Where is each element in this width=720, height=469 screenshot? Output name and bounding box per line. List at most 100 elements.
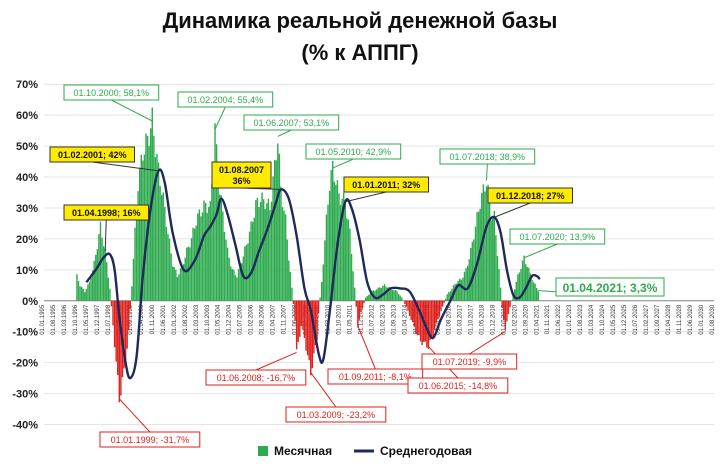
annotation-box [177, 91, 274, 108]
annotation-label: 01.01.1999; -31,7% [111, 435, 190, 445]
monthly-bar [303, 300, 306, 338]
monthly-bar [534, 283, 536, 301]
monthly-bar [514, 289, 516, 301]
annotation-label: 01.01.2011; 32% [352, 180, 420, 190]
monthly-bar [335, 184, 337, 301]
x-tick-label: 01.03.1996 [62, 304, 68, 335]
monthly-bar [250, 221, 252, 301]
y-tick-label: -10% [12, 327, 38, 339]
monthly-bar [203, 200, 205, 301]
monthly-bar [435, 300, 437, 323]
monthly-bar [90, 277, 92, 301]
annotation-leader [255, 351, 297, 371]
monthly-bar [170, 253, 172, 301]
y-tick-label: 0% [22, 296, 38, 308]
monthly-bar [525, 264, 527, 301]
x-tick-label: 01.08.2016 [446, 304, 452, 335]
x-tick-label: 01.03.2003 [194, 304, 200, 335]
monthly-bar [495, 235, 497, 301]
monthly-bar [344, 203, 346, 301]
monthly-bar [262, 199, 265, 301]
monthly-bar [437, 300, 439, 320]
monthly-bar [520, 269, 522, 301]
monthly-bar [424, 300, 426, 342]
monthly-bar [404, 300, 406, 305]
monthly-bar [484, 191, 486, 301]
annotation-box [407, 377, 509, 394]
y-tick-label: 60% [16, 110, 38, 122]
monthly-bar [187, 246, 190, 301]
x-tick-label: 01.09.1999 [128, 304, 134, 335]
annotation-box [509, 228, 606, 245]
monthly-bar [347, 219, 350, 301]
y-tick-label: 50% [16, 141, 38, 153]
annotation-box [205, 369, 307, 386]
monthly-bar [95, 254, 97, 301]
monthly-bar [267, 198, 270, 301]
y-tick-label: 20% [16, 234, 38, 246]
monthly-bar [499, 287, 502, 301]
monthly-bar [295, 300, 298, 350]
monthly-bar [487, 184, 489, 301]
monthly-bar [186, 247, 188, 301]
monthly-bar [476, 212, 478, 301]
annotation-box [555, 277, 665, 297]
monthly-bar [393, 290, 395, 301]
monthly-bar [465, 268, 467, 301]
monthly-bar [261, 192, 263, 301]
monthly-bar [225, 239, 227, 301]
y-tick-label: 30% [16, 203, 38, 215]
monthly-bar [273, 160, 276, 301]
annotation-leader [92, 161, 159, 172]
annotation-box [343, 176, 429, 193]
monthly-bar [104, 248, 106, 301]
monthly-bar [84, 291, 86, 301]
monthly-bar [77, 281, 80, 301]
monthly-bar [215, 144, 218, 301]
annotation-leader [494, 202, 531, 218]
monthly-bar [523, 255, 525, 301]
monthly-bar [237, 269, 240, 301]
monthly-bar [352, 271, 354, 301]
monthly-bar [286, 239, 288, 301]
x-tick-label: 01.07.1998 [106, 304, 112, 335]
annotation-label: 01.06.2015; -14,8% [419, 381, 498, 391]
monthly-bar [156, 153, 158, 301]
x-tick-label: 01.01.2030 [699, 304, 705, 335]
monthly-bar [234, 275, 237, 301]
monthly-bar [139, 167, 141, 301]
monthly-bar [440, 300, 442, 311]
monthly-bar [493, 210, 496, 301]
monthly-bar [324, 240, 326, 301]
monthly-bar [255, 200, 257, 301]
y-tick-label: 10% [16, 265, 38, 277]
monthly-bar [281, 207, 284, 301]
monthly-bar [195, 225, 197, 301]
monthly-bar [397, 294, 400, 301]
annotation-box [49, 146, 135, 163]
monthly-bar [474, 226, 477, 301]
monthly-bar [284, 214, 287, 301]
x-tick-label: 01.08.1995 [51, 304, 57, 335]
annotation-label: 01.05.2010; 42,9% [316, 147, 392, 157]
monthly-bar [159, 185, 161, 301]
x-tick-label: 01.10.2024 [600, 304, 606, 335]
monthly-bar [408, 300, 411, 316]
monthly-bar [91, 270, 94, 301]
monthly-bar [306, 300, 309, 356]
monthly-bar [466, 265, 469, 301]
monthly-bar [160, 195, 163, 301]
monthly-bar [289, 272, 292, 301]
monthly-bar [488, 199, 491, 301]
annotation-label: 01.07.2020; 13,9% [520, 232, 596, 242]
annotation-box [285, 406, 387, 423]
monthly-bar [179, 268, 182, 301]
monthly-bar [248, 231, 251, 301]
monthly-bar [219, 194, 221, 301]
monthly-bar [391, 289, 394, 301]
x-tick-label: 01.05.2011 [348, 304, 354, 334]
monthly-bar [132, 258, 135, 301]
monthly-bar [470, 247, 472, 301]
